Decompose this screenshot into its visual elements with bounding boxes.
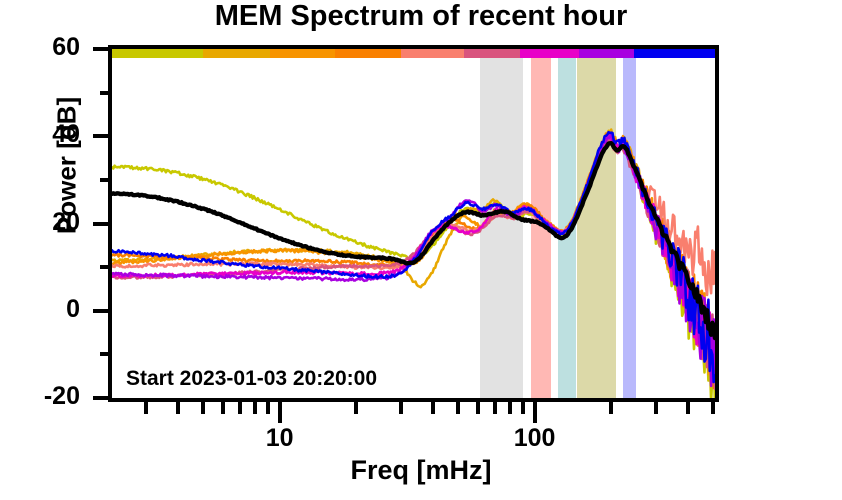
seg-purple xyxy=(579,49,634,58)
y-tick-major xyxy=(93,221,112,226)
y-tick-label: 0 xyxy=(66,294,80,323)
y-tick-major xyxy=(93,308,112,313)
seg-olive xyxy=(112,49,203,58)
y-tick-label: 40 xyxy=(52,120,80,149)
x-tick-minor xyxy=(493,402,498,414)
frequency-colorbar xyxy=(112,49,715,58)
x-tick-minor xyxy=(252,402,257,414)
y-tick-label: -20 xyxy=(43,382,80,410)
x-tick-minor xyxy=(238,402,243,414)
y-tick-minor xyxy=(100,90,112,95)
band-lavender xyxy=(622,49,637,398)
x-tick-minor xyxy=(520,402,525,414)
band-khaki xyxy=(576,49,616,398)
y-tick-minor xyxy=(100,352,112,357)
plot-frame: Start 2023-01-03 20:20:00 xyxy=(108,45,719,402)
y-tick-label: 20 xyxy=(52,207,80,236)
y-tick-minor xyxy=(100,177,112,182)
x-tick-label: 100 xyxy=(513,424,556,452)
x-tick-minor xyxy=(507,402,512,414)
y-tick-minor xyxy=(100,265,112,270)
seg-orange xyxy=(270,49,336,58)
y-axis-title: Power [dB] xyxy=(51,96,82,235)
curve-trace-magenta xyxy=(112,133,715,363)
y-tick-label: 60 xyxy=(52,33,80,61)
x-tick-minor xyxy=(609,402,614,414)
start-time-label: Start 2023-01-03 20:20:00 xyxy=(126,367,377,390)
x-tick-minor xyxy=(476,402,481,414)
x-tick-minor xyxy=(686,402,691,414)
x-tick-minor xyxy=(200,402,205,414)
seg-gold xyxy=(202,49,271,58)
x-tick-minor xyxy=(710,402,715,414)
seg-crimson xyxy=(464,49,521,58)
curve-trace-salmon xyxy=(112,137,715,297)
y-tick-major xyxy=(93,134,112,139)
x-tick-major xyxy=(277,402,282,423)
x-tick-minor xyxy=(431,402,436,414)
seg-salmon xyxy=(401,49,465,58)
x-tick-minor xyxy=(265,402,270,414)
seg-blue xyxy=(633,49,715,58)
band-cyan xyxy=(558,49,577,398)
seg-deep-orange xyxy=(335,49,402,58)
x-axis-title: Freq [mHz] xyxy=(350,455,492,485)
x-tick-label: 10 xyxy=(265,424,294,452)
plot-clip: Start 2023-01-03 20:20:00 xyxy=(112,49,715,398)
seg-magenta xyxy=(520,49,580,58)
curve-mean-black xyxy=(112,141,715,341)
y-tick-major xyxy=(93,396,112,400)
x-tick-minor xyxy=(221,402,226,414)
x-tick-minor xyxy=(144,402,149,414)
x-tick-minor xyxy=(455,402,460,414)
x-tick-minor xyxy=(176,402,181,414)
x-tick-minor xyxy=(654,402,659,414)
x-tick-minor xyxy=(399,402,404,414)
curve-trace-blue xyxy=(112,130,715,384)
page-title: MEM Spectrum of recent hour xyxy=(214,0,628,32)
x-tick-major xyxy=(532,402,537,423)
y-tick-major xyxy=(93,47,112,51)
x-tick-minor xyxy=(354,402,359,414)
spectrum-curves xyxy=(112,128,715,398)
